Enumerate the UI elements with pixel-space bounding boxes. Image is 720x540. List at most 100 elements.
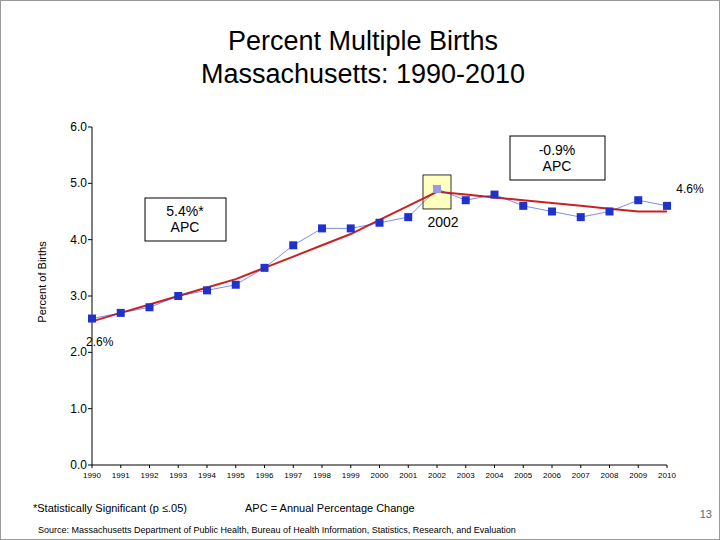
data-point xyxy=(261,264,269,272)
y-tick-label: 0.0 xyxy=(70,458,87,472)
x-tick-label: 1998 xyxy=(313,471,331,480)
annotation-line: APC xyxy=(171,219,200,235)
source: Source: Massachusetts Department of Publ… xyxy=(38,525,516,535)
x-tick-label: 1995 xyxy=(227,471,245,480)
annotation: 2.6% xyxy=(86,335,114,349)
x-tick-label: 1999 xyxy=(342,471,360,480)
x-tick-label: 1992 xyxy=(141,471,159,480)
data-point xyxy=(117,309,125,317)
y-tick xyxy=(88,408,92,409)
x-tick xyxy=(494,465,495,468)
x-tick-label: 2005 xyxy=(514,471,532,480)
annotation-line: 5.4%* xyxy=(166,203,204,219)
annotation: -0.9%APC xyxy=(539,142,576,174)
x-tick xyxy=(207,465,208,468)
x-tick xyxy=(552,465,553,468)
data-point xyxy=(462,196,470,204)
annotation-box xyxy=(510,136,605,180)
slide-frame xyxy=(1,1,720,540)
x-tick xyxy=(92,465,93,468)
x-tick xyxy=(178,465,179,468)
data-point xyxy=(519,202,527,210)
footnote: APC = Annual Percentage Change xyxy=(245,502,415,514)
x-tick xyxy=(437,465,438,468)
x-tick-label: 2004 xyxy=(486,471,504,480)
data-line xyxy=(92,189,667,319)
x-tick xyxy=(350,465,351,468)
y-tick xyxy=(88,465,92,466)
x-tick-label: 1993 xyxy=(169,471,187,480)
x-tick xyxy=(667,465,668,468)
data-point xyxy=(433,185,441,193)
x-tick xyxy=(580,465,581,468)
plot-area xyxy=(88,175,671,323)
x-tick xyxy=(149,465,150,468)
x-tick-label: 1991 xyxy=(112,471,130,480)
annotation-line: -0.9% xyxy=(539,142,576,158)
x-tick xyxy=(264,465,265,468)
data-point xyxy=(376,219,384,227)
annotation: 5.4%*APC xyxy=(166,203,204,235)
data-point xyxy=(88,315,96,323)
y-tick-label: 5.0 xyxy=(70,176,87,190)
data-point xyxy=(634,196,642,204)
chart: Percent Multiple BirthsMassachusetts: 19… xyxy=(0,0,720,540)
data-point xyxy=(146,303,154,311)
data-point xyxy=(232,281,240,289)
x-tick xyxy=(609,465,610,468)
trend-line xyxy=(92,192,667,322)
x-tick-label: 1994 xyxy=(198,471,216,480)
y-tick-label: 1.0 xyxy=(70,402,87,416)
x-tick xyxy=(120,465,121,468)
y-tick xyxy=(88,296,92,297)
data-point xyxy=(318,224,326,232)
data-point xyxy=(491,191,499,199)
data-point xyxy=(577,213,585,221)
x-tick xyxy=(293,465,294,468)
x-tick-label: 2010 xyxy=(658,471,676,480)
annotation-line: 4.6% xyxy=(676,182,704,196)
data-point xyxy=(203,286,211,294)
x-tick-label: 2007 xyxy=(572,471,590,480)
annotation: 2002 xyxy=(427,214,458,230)
y-tick xyxy=(88,352,92,353)
x-tick xyxy=(523,465,524,468)
x-tick-label: 1996 xyxy=(256,471,274,480)
data-point xyxy=(606,208,614,216)
y-tick-label: 2.0 xyxy=(70,345,87,359)
x-tick-label: 2009 xyxy=(629,471,647,480)
x-tick xyxy=(379,465,380,468)
x-tick-label: 2000 xyxy=(371,471,389,480)
x-tick xyxy=(465,465,466,468)
x-tick xyxy=(638,465,639,468)
x-tick-label: 2002 xyxy=(428,471,446,480)
data-point xyxy=(663,202,671,210)
x-tick xyxy=(322,465,323,468)
x-tick xyxy=(235,465,236,468)
annotation-box xyxy=(145,198,226,241)
data-point xyxy=(347,224,355,232)
annotation: 4.6% xyxy=(676,182,704,196)
x-tick-label: 2003 xyxy=(457,471,475,480)
y-tick xyxy=(88,239,92,240)
y-tick xyxy=(88,127,92,128)
page-number: 13 xyxy=(700,508,712,520)
data-point xyxy=(404,213,412,221)
y-tick-label: 6.0 xyxy=(70,120,87,134)
y-tick-label: 4.0 xyxy=(70,233,87,247)
y-tick-label: 3.0 xyxy=(70,289,87,303)
x-tick-label: 2001 xyxy=(399,471,417,480)
data-point xyxy=(289,241,297,249)
annotation-line: 2.6% xyxy=(86,335,114,349)
y-tick xyxy=(88,183,92,184)
x-tick-label: 2006 xyxy=(543,471,561,480)
title: Percent Multiple Births xyxy=(228,26,498,56)
data-point xyxy=(174,292,182,300)
x-tick-label: 2008 xyxy=(601,471,619,480)
x-tick-label: 1990 xyxy=(83,471,101,480)
x-tick xyxy=(408,465,409,468)
footnote: *Statistically Significant (p ≤.05) xyxy=(33,502,187,514)
subtitle: Massachusetts: 1990-2010 xyxy=(201,59,525,89)
x-tick-label: 1997 xyxy=(284,471,302,480)
annotation-line: 2002 xyxy=(427,214,458,230)
